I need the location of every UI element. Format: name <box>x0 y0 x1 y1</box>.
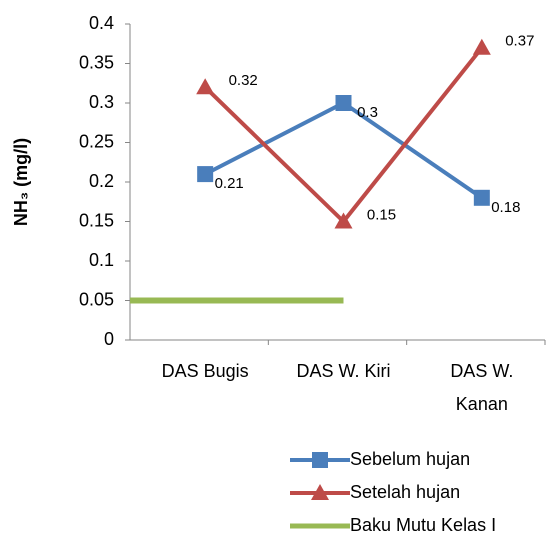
y-tick-label: 0.1 <box>89 250 114 270</box>
y-tick-label: 0.3 <box>89 92 114 112</box>
y-tick-label: 0 <box>104 329 114 349</box>
marker <box>334 212 353 229</box>
x-tick-label: DAS W. Kiri <box>296 361 390 381</box>
x-tick-label: DAS Bugis <box>162 361 249 381</box>
marker <box>312 452 328 468</box>
data-label: 0.21 <box>215 175 244 192</box>
data-label: 0.32 <box>229 72 258 89</box>
series-line <box>204 100 483 200</box>
y-tick-label: 0.4 <box>89 13 114 33</box>
legend-label: Baku Mutu Kelas I <box>350 515 496 535</box>
x-tick-label: DAS W. Kanan <box>450 361 513 414</box>
y-tick-label: 0.15 <box>79 210 114 230</box>
data-label: 0.3 <box>357 104 378 121</box>
legend-label: Setelah hujan <box>350 482 460 502</box>
data-label: 0.15 <box>367 206 396 223</box>
y-axis-label: NH₃ (mg/l) <box>11 138 31 226</box>
marker <box>473 189 490 206</box>
marker <box>335 95 352 111</box>
y-tick-label: 0.35 <box>79 52 114 72</box>
marker <box>197 166 214 183</box>
data-label: 0.37 <box>505 33 534 50</box>
marker <box>196 78 215 95</box>
marker <box>472 38 491 55</box>
y-tick-label: 0.05 <box>79 289 114 309</box>
marker <box>311 484 329 500</box>
data-label: 0.18 <box>491 199 520 216</box>
y-tick-label: 0.2 <box>89 171 114 191</box>
y-tick-label: 0.25 <box>79 131 114 151</box>
legend-label: Sebelum hujan <box>350 449 470 469</box>
